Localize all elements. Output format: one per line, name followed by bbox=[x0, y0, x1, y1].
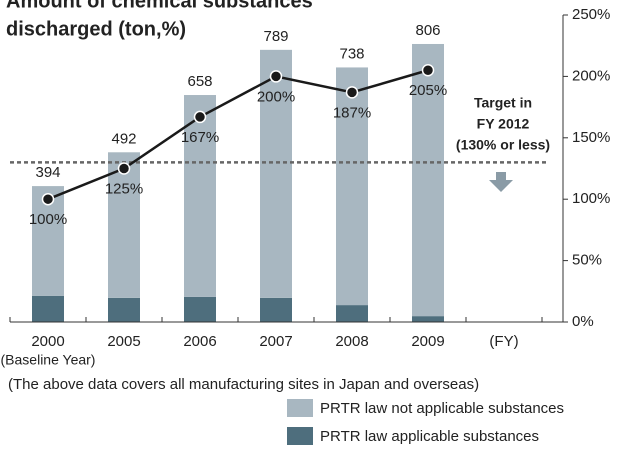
bar-segment bbox=[260, 49, 292, 298]
total-label: 806 bbox=[415, 22, 440, 39]
bar-segment bbox=[108, 152, 140, 298]
line-point bbox=[345, 86, 359, 99]
total-label: 658 bbox=[187, 73, 212, 90]
x-tick-label: 2000 bbox=[31, 333, 64, 350]
y2-tick-label: 200% bbox=[572, 67, 610, 84]
line-value-label: 187% bbox=[333, 104, 371, 121]
total-label: 492 bbox=[111, 130, 136, 147]
x-note: (Baseline Year) bbox=[1, 352, 96, 368]
y2-tick-label: 250% bbox=[572, 6, 610, 23]
bar-segment bbox=[336, 305, 368, 322]
legend-label: PRTR law applicable substances bbox=[320, 428, 539, 445]
bar-segment bbox=[412, 316, 444, 322]
x-unit: (FY) bbox=[489, 333, 518, 350]
y2-tick-label: 100% bbox=[572, 190, 610, 207]
bar-segment bbox=[32, 295, 64, 322]
legend-label: PRTR law not applicable substances bbox=[320, 400, 564, 417]
bar-segment bbox=[108, 297, 140, 322]
line bbox=[47, 69, 429, 201]
legend-swatch bbox=[287, 427, 313, 445]
line-point bbox=[269, 70, 283, 83]
line-value-label: 167% bbox=[181, 129, 219, 146]
chart-title: Amount of chemical substances bbox=[6, 0, 313, 12]
x-tick-label: 2008 bbox=[335, 333, 368, 350]
line-value-label: 125% bbox=[105, 180, 143, 197]
note: (The above data covers all manufacturing… bbox=[8, 376, 479, 393]
target-label: FY 2012 bbox=[477, 116, 530, 132]
target-arrow bbox=[489, 172, 513, 192]
y2-tick-label: 50% bbox=[572, 252, 602, 269]
bar-segment bbox=[412, 43, 444, 317]
bar-segment bbox=[184, 95, 216, 297]
total-label: 789 bbox=[263, 28, 288, 45]
x-tick-label: 2007 bbox=[259, 333, 292, 350]
bar-segment bbox=[260, 297, 292, 322]
chart-title: discharged (ton,%) bbox=[6, 18, 186, 40]
x-tick-label: 2005 bbox=[107, 333, 140, 350]
line-point bbox=[117, 162, 131, 175]
legend-swatch bbox=[287, 399, 313, 417]
line-value-label: 205% bbox=[409, 82, 447, 99]
target-label: Target in bbox=[474, 95, 532, 111]
x-tick-label: 2009 bbox=[411, 333, 444, 350]
total-label: 394 bbox=[35, 164, 60, 181]
line-point bbox=[193, 110, 207, 124]
y2-tick-label: 150% bbox=[572, 129, 610, 146]
total-label: 738 bbox=[339, 45, 364, 62]
line-point bbox=[41, 192, 55, 206]
x-tick-label: 2006 bbox=[183, 333, 216, 350]
target-label: (130% or less) bbox=[456, 137, 550, 153]
line-value-label: 100% bbox=[29, 211, 67, 228]
bar-segment bbox=[184, 296, 216, 322]
y2-tick-label: 0% bbox=[572, 313, 594, 330]
line-point bbox=[421, 64, 435, 77]
bar-segment bbox=[336, 67, 368, 306]
line-value-label: 200% bbox=[257, 88, 295, 105]
